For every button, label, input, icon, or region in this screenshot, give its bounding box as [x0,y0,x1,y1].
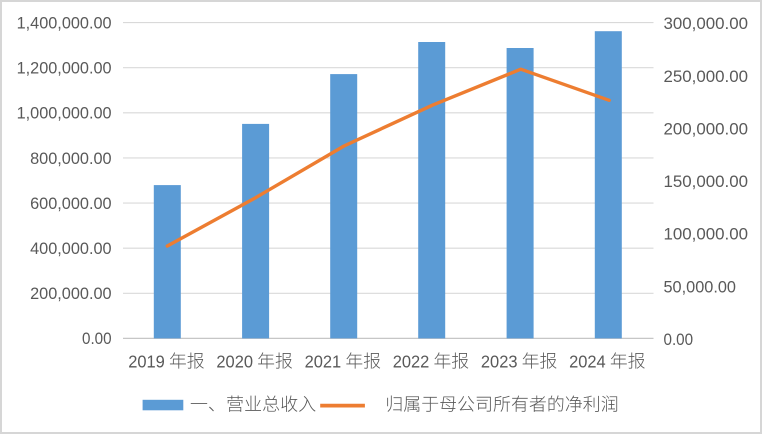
svg-text:2023: 2023 [481,352,518,372]
svg-text:800,000.00: 800,000.00 [30,149,112,168]
svg-text:2019: 2019 [128,352,165,372]
svg-text:300,000.00: 300,000.00 [664,14,749,33]
svg-text:50,000.00: 50,000.00 [664,277,737,296]
svg-text:1,400,000.00: 1,400,000.00 [17,14,112,33]
svg-text:100,000.00: 100,000.00 [664,225,749,244]
svg-text:1,200,000.00: 1,200,000.00 [17,59,112,78]
svg-text:400,000.00: 400,000.00 [30,239,112,258]
svg-text:200,000.00: 200,000.00 [664,119,749,138]
svg-text:250,000.00: 250,000.00 [664,67,749,86]
svg-text:0.00: 0.00 [82,329,112,348]
svg-text:600,000.00: 600,000.00 [30,194,112,213]
svg-text:2020: 2020 [216,352,253,372]
svg-text:150,000.00: 150,000.00 [664,172,749,191]
svg-text:0.00: 0.00 [664,330,694,349]
svg-text:2022: 2022 [393,352,430,372]
svg-text:1,000,000.00: 1,000,000.00 [17,104,112,123]
svg-text:2024: 2024 [569,352,606,372]
svg-text:2021: 2021 [305,352,342,372]
svg-text:200,000.00: 200,000.00 [30,284,112,303]
